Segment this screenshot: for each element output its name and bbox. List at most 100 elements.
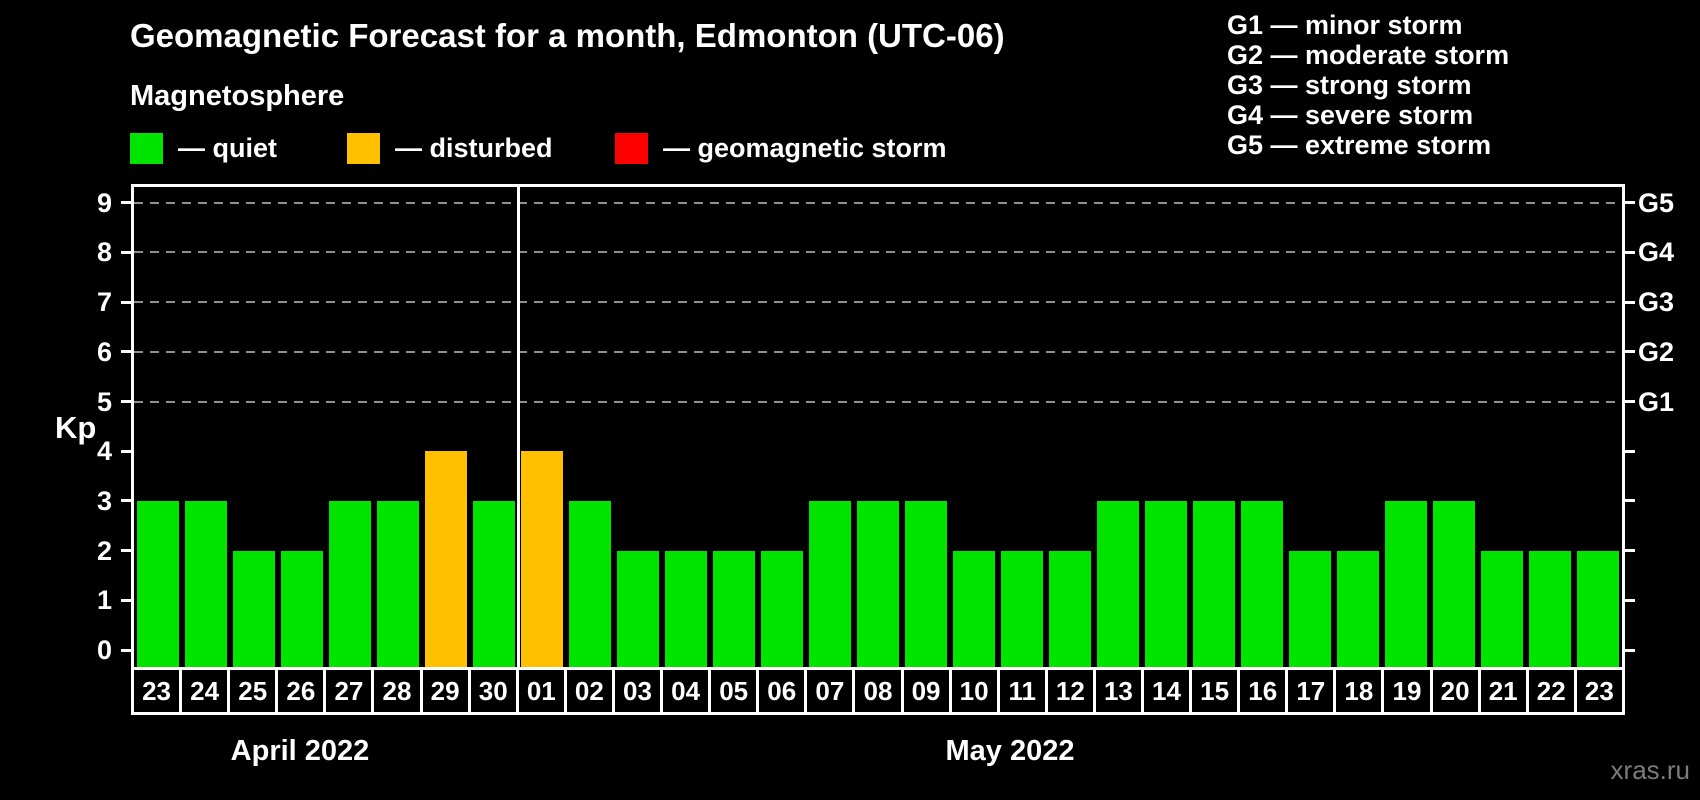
day-label: 23 [142, 675, 171, 706]
kp-bar [377, 500, 419, 667]
day-label-cell: 03 [611, 670, 660, 712]
y-axis-title: Kp [55, 410, 97, 445]
y-axis-tick [121, 598, 131, 602]
g-axis-tick [1625, 449, 1635, 453]
kp-bar [473, 500, 515, 667]
y-tick-label: 9 [96, 187, 112, 218]
y-axis-tick [121, 499, 131, 503]
legend-item-storm: — geomagnetic storm [615, 133, 947, 164]
g-axis-tick [1625, 648, 1635, 652]
kp-bar [1001, 550, 1043, 667]
g-axis-tick [1625, 201, 1635, 205]
day-label-cell: 24 [179, 670, 227, 712]
y-tick-label: 1 [96, 585, 112, 616]
kp-bar [425, 451, 467, 667]
g-axis-tick [1625, 250, 1635, 254]
g-scale-label-g5: G5 [1638, 187, 1675, 218]
g-scale-label-g4: G4 [1638, 237, 1675, 268]
day-label: 17 [1296, 675, 1326, 706]
kp-bar [857, 500, 899, 667]
kp-bar [953, 550, 995, 667]
day-label: 10 [959, 675, 989, 706]
day-label-cell: 28 [371, 670, 419, 712]
g-axis-tick [1625, 400, 1635, 403]
day-label-cell: 27 [323, 670, 371, 712]
day-label: 18 [1344, 675, 1374, 706]
day-label: 11 [1008, 675, 1036, 706]
day-label: 28 [382, 675, 412, 706]
kp-bar [713, 550, 755, 667]
day-label-cell: 15 [1189, 670, 1237, 712]
day-label-cell: 12 [1044, 670, 1093, 712]
day-label: 02 [574, 675, 604, 706]
legend-item-disturbed: — disturbed [347, 133, 553, 164]
legend-swatch-disturbed [347, 133, 380, 164]
day-axis: 23 24 25 26 27 28 29 30 01 02 03 04 05 06 07 08 09 10 11 12… [131, 667, 1625, 715]
day-label: 24 [190, 675, 220, 706]
day-label: 07 [815, 675, 845, 706]
chart-subtitle: Magnetosphere [130, 80, 345, 112]
day-label-cell: 20 [1429, 670, 1478, 712]
g-legend-line-4: G4 — severe storm [1227, 100, 1474, 130]
day-label-cell: 23 [134, 670, 179, 712]
day-label-cell: 26 [275, 670, 323, 712]
day-label: 01 [526, 675, 556, 706]
day-label: 30 [478, 675, 508, 706]
month-label: May 2022 [945, 735, 1075, 767]
day-label-cell: 22 [1525, 670, 1574, 712]
legend-label-storm: — geomagnetic storm [663, 133, 947, 163]
day-label: 27 [334, 675, 364, 706]
day-label: 26 [286, 675, 316, 706]
kp-bar [905, 500, 947, 667]
legend-label-quiet: — quiet [178, 133, 277, 163]
day-label: 15 [1200, 675, 1230, 706]
kp-bar [1433, 500, 1475, 667]
legend-label-disturbed: — disturbed [395, 133, 553, 163]
day-label-cell: 01 [515, 670, 564, 712]
gridline-kp-8 [134, 251, 1622, 254]
kp-bar [1289, 550, 1331, 667]
day-label-cell: 09 [900, 670, 949, 712]
day-label-cell: 14 [1140, 670, 1189, 712]
day-label: 08 [863, 675, 893, 706]
kp-bar [1481, 550, 1523, 667]
kp-bar [137, 500, 179, 667]
kp-bar [1241, 500, 1283, 667]
day-label: 03 [623, 675, 652, 706]
y-axis-tick [121, 350, 131, 354]
chart-title: Geomagnetic Forecast for a month, Edmont… [130, 17, 1005, 54]
day-label-cell: 21 [1477, 670, 1526, 712]
day-label-cell: 13 [1092, 670, 1141, 712]
y-tick-label: 4 [96, 436, 112, 467]
day-label-cell: 07 [804, 670, 852, 712]
day-label-cell: 25 [227, 670, 275, 712]
plot-area [131, 184, 1625, 667]
y-axis-tick [121, 549, 131, 553]
gridline-kp-6 [134, 350, 1622, 353]
kp-bar [281, 550, 323, 667]
kp-bar [521, 451, 563, 667]
g-scale-label-g3: G3 [1638, 287, 1675, 318]
kp-bar [1577, 550, 1619, 667]
kp-bar [617, 550, 659, 667]
y-axis-tick [121, 648, 131, 652]
kp-bar [1529, 550, 1571, 667]
day-label-cell: 02 [563, 670, 612, 712]
y-tick-label: 7 [96, 287, 112, 318]
day-label-cell: 19 [1381, 670, 1429, 712]
day-label-cell: 06 [756, 670, 804, 712]
y-axis-tick [121, 250, 131, 254]
day-label: 20 [1440, 675, 1470, 706]
day-label-cell: 17 [1285, 670, 1333, 712]
g-scale-label-g1: G1 [1638, 386, 1675, 417]
g-scale-label-g2: G2 [1638, 336, 1675, 367]
kp-bar [1385, 500, 1427, 667]
day-label: 12 [1055, 675, 1085, 706]
day-label: 16 [1248, 675, 1278, 706]
kp-bar [185, 500, 227, 667]
y-axis-tick [121, 300, 131, 304]
y-axis-tick [121, 201, 131, 205]
legend-item-quiet: — quiet [130, 133, 277, 164]
kp-bar [233, 550, 275, 667]
